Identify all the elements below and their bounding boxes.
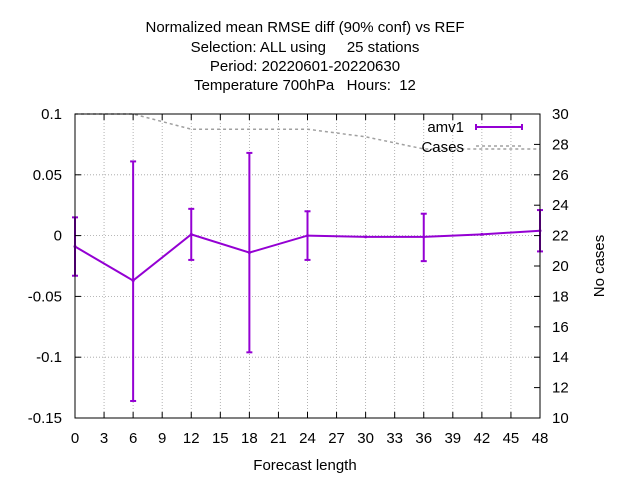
y2-tick-label: 20: [552, 258, 569, 275]
x-tick-label: 3: [100, 430, 108, 447]
x-tick-label: 33: [386, 430, 403, 447]
y2-tick-label: 28: [552, 136, 569, 153]
y2-tick-label: 12: [552, 380, 569, 397]
amv1-point: [364, 235, 368, 239]
y-axis-right-label: No cases: [591, 235, 608, 298]
y-tick-label: -0.1: [36, 349, 62, 366]
legend-amv1-sample: [475, 124, 523, 130]
y2-tick-label: 24: [552, 197, 569, 214]
y2-tick-label: 18: [552, 288, 569, 305]
x-tick-label: 42: [474, 430, 491, 447]
x-tick-label: 30: [357, 430, 374, 447]
y-tick-label: 0: [54, 228, 62, 245]
y2-tick-label: 14: [552, 349, 569, 366]
x-tick-label: 9: [158, 430, 166, 447]
x-axis-label: Forecast length: [253, 457, 356, 474]
cases-series: [75, 113, 540, 150]
title-line-2: Selection: ALL using 25 stations: [191, 39, 420, 56]
legend-cases-label: Cases: [421, 139, 464, 156]
y-tick-label: -0.05: [28, 288, 62, 305]
x-tick-label: 21: [270, 430, 287, 447]
title-line-3: Period: 20220601-20220630: [210, 58, 400, 75]
x-tick-label: 48: [532, 430, 549, 447]
y2-tick-label: 22: [552, 228, 569, 245]
title-line-4: Temperature 700hPa Hours: 12: [194, 77, 416, 94]
y2-tick-label: 26: [552, 167, 569, 184]
legend: amv1 Cases: [421, 119, 523, 156]
y-tick-label: -0.15: [28, 410, 62, 427]
amv1-point: [480, 232, 484, 236]
legend-amv1-label: amv1: [427, 119, 464, 136]
y2-tick-label: 10: [552, 410, 569, 427]
x-tick-label: 18: [241, 430, 258, 447]
grid: [75, 114, 540, 418]
x-tick-label: 0: [71, 430, 79, 447]
x-tick-label: 15: [212, 430, 229, 447]
x-tick-label: 24: [299, 430, 316, 447]
title-line-1: Normalized mean RMSE diff (90% conf) vs …: [146, 19, 465, 36]
chart-title: Normalized mean RMSE diff (90% conf) vs …: [146, 19, 465, 94]
y2-tick-label: 30: [552, 106, 569, 123]
y-axis-left: -0.15 -0.1 -0.05 0 0.05 0.1: [28, 106, 81, 427]
x-axis: 0 3 6 9 12 15 18 21 24 27 30 33 36 39 42 45 48: [71, 114, 549, 447]
cases-line: [75, 113, 540, 150]
x-tick-label: 12: [183, 430, 200, 447]
x-tick-label: 45: [503, 430, 520, 447]
x-tick-label: 6: [129, 430, 137, 447]
x-tick-label: 39: [444, 430, 461, 447]
y-tick-label: 0.1: [41, 106, 62, 123]
y-axis-right: 10 12 14 16 18 20 22 24 26 28 30: [534, 106, 569, 427]
y-tick-label: 0.05: [33, 167, 62, 184]
y2-tick-label: 16: [552, 319, 569, 336]
x-tick-label: 36: [415, 430, 432, 447]
x-tick-label: 27: [328, 430, 345, 447]
